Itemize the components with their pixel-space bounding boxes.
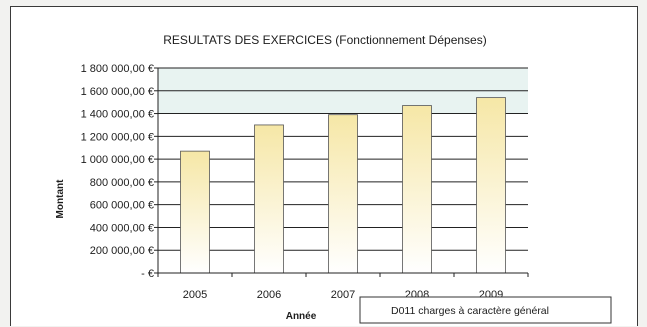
bar [180, 150, 210, 274]
y-tick-label: 600 000,00 € [90, 200, 154, 212]
bar [254, 124, 284, 274]
legend-label: D011 charges à caractère général [391, 305, 549, 317]
legend-box [359, 296, 612, 324]
x-axis-title: Année [286, 311, 317, 322]
y-tick-label: 400 000,00 € [90, 222, 154, 234]
y-tick-label: 1 400 000,00 € [81, 109, 154, 121]
chart-frame: RESULTATS DES EXERCICES (Fonctionnement … [10, 6, 638, 326]
x-tick-label: 2005 [183, 289, 207, 301]
y-tick-label: 800 000,00 € [90, 177, 154, 189]
legend: D011 charges à caractère général [359, 296, 612, 324]
y-tick-label: 1 200 000,00 € [81, 131, 154, 143]
bar [402, 105, 432, 274]
y-tick-label: 200 000,00 € [90, 245, 154, 257]
y-tick-label: - € [141, 268, 154, 280]
chart-title: RESULTATS DES EXERCICES (Fonctionnement … [163, 33, 486, 47]
x-tick-label: 2006 [257, 289, 281, 301]
y-tick-label: 1 600 000,00 € [81, 86, 154, 98]
bar [476, 97, 506, 274]
bar [328, 114, 358, 274]
chart-svg: RESULTATS DES EXERCICES (Fonctionnement … [55, 33, 612, 324]
y-axis-title: Montant [55, 179, 66, 219]
y-tick-label: 1 000 000,00 € [81, 154, 154, 166]
y-tick-label: 1 800 000,00 € [81, 63, 154, 75]
x-tick-label: 2007 [331, 289, 355, 301]
